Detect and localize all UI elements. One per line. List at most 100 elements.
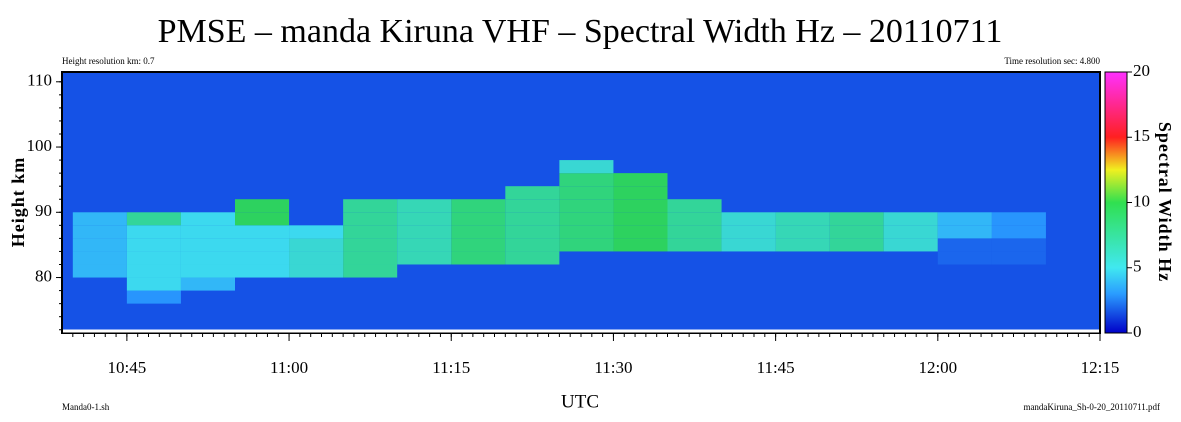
heat-cell — [397, 238, 452, 252]
heat-cell — [937, 212, 992, 226]
heat-cell — [343, 251, 398, 265]
y-tick-label: 80 — [35, 266, 52, 285]
colorbar-tick-label: 20 — [1133, 61, 1150, 80]
height-resolution: Height resolution km: 0.7 — [62, 56, 155, 66]
heat-cell — [667, 199, 722, 213]
heat-cell — [343, 225, 398, 239]
y-tick-label: 100 — [27, 136, 53, 155]
x-tick-label: 12:00 — [918, 358, 957, 377]
heat-cell — [991, 251, 1046, 265]
heat-cell — [180, 264, 235, 278]
footer-left: Manda0-1.sh — [62, 402, 110, 412]
heat-cell — [235, 199, 290, 213]
footer-right: mandaKiruna_Sh-0-20_20110711.pdf — [1023, 402, 1160, 412]
x-tick-label: 12:15 — [1081, 358, 1120, 377]
heat-cell — [397, 199, 452, 213]
heat-cell — [559, 173, 614, 187]
heat-cell — [343, 199, 398, 213]
colorbar-tick-label: 0 — [1133, 322, 1142, 341]
heat-cell — [991, 238, 1046, 252]
heat-cell — [180, 238, 235, 252]
heat-cell — [126, 251, 181, 265]
heat-cell — [829, 225, 884, 239]
heat-cell — [559, 212, 614, 226]
heat-cell — [397, 212, 452, 226]
heat-cell — [451, 225, 506, 239]
colorbar-tick-label: 10 — [1133, 191, 1150, 210]
chart-title: PMSE – manda Kiruna VHF – Spectral Width… — [158, 13, 1003, 50]
heat-cell — [721, 238, 776, 252]
heat-cell — [613, 199, 668, 213]
x-tick-label: 10:45 — [108, 358, 147, 377]
y-tick-label: 90 — [35, 201, 52, 220]
heat-cell — [667, 212, 722, 226]
heat-cell — [613, 225, 668, 239]
heat-cell — [505, 251, 560, 265]
heat-cell — [451, 251, 506, 265]
heat-cell — [829, 212, 884, 226]
x-tick-label: 11:00 — [270, 358, 308, 377]
heat-cell — [937, 251, 992, 265]
heat-cell — [126, 277, 181, 291]
heat-cell — [235, 264, 290, 278]
heat-cell — [72, 251, 127, 265]
heat-cell — [559, 199, 614, 213]
heat-cell — [991, 212, 1046, 226]
heat-cell — [180, 225, 235, 239]
heat-cell — [72, 212, 127, 226]
heat-cell — [613, 186, 668, 200]
heat-cell — [343, 264, 398, 278]
heat-cell — [126, 264, 181, 278]
heat-cell — [829, 238, 884, 252]
heat-cell — [289, 264, 344, 278]
colorbar-label: Spectral Width Hz — [1155, 122, 1175, 282]
heat-cell — [343, 212, 398, 226]
heat-cell — [235, 251, 290, 265]
heat-cell — [775, 225, 830, 239]
heat-cell — [126, 290, 181, 304]
y-axis-label: Height km — [8, 157, 28, 248]
heat-cell — [937, 225, 992, 239]
heat-cell — [613, 173, 668, 187]
heat-cell — [559, 160, 614, 174]
heat-cell — [451, 212, 506, 226]
heat-cell — [235, 238, 290, 252]
heat-cell — [72, 264, 127, 278]
heat-cell — [937, 238, 992, 252]
heat-cell — [343, 238, 398, 252]
heat-cell — [126, 225, 181, 239]
heat-cell — [397, 225, 452, 239]
heat-cell — [559, 238, 614, 252]
heat-cell — [397, 251, 452, 265]
heat-cell — [505, 225, 560, 239]
heat-cell — [991, 225, 1046, 239]
heat-cell — [883, 212, 938, 226]
heat-cell — [289, 225, 344, 239]
time-resolution: Time resolution sec: 4.800 — [1004, 56, 1100, 66]
colorbar-tick-label: 5 — [1133, 257, 1142, 276]
heat-cell — [667, 225, 722, 239]
heat-cell — [235, 225, 290, 239]
heat-cell — [180, 277, 235, 291]
heat-cell — [289, 251, 344, 265]
heat-cell — [235, 212, 290, 226]
heat-cell — [72, 238, 127, 252]
heat-cell — [126, 212, 181, 226]
colorbar — [1104, 71, 1128, 334]
heat-cell — [613, 212, 668, 226]
heat-cell — [505, 199, 560, 213]
heat-cell — [505, 212, 560, 226]
heat-cell — [721, 225, 776, 239]
heat-cell — [451, 238, 506, 252]
heat-cell — [775, 238, 830, 252]
heat-cell — [559, 225, 614, 239]
heat-cell — [126, 238, 181, 252]
x-tick-label: 11:30 — [594, 358, 632, 377]
heat-cell — [451, 199, 506, 213]
heat-cell — [289, 238, 344, 252]
heat-cell — [559, 186, 614, 200]
heat-cell — [505, 238, 560, 252]
heat-cell — [667, 238, 722, 252]
x-axis-label: UTC — [561, 391, 599, 412]
